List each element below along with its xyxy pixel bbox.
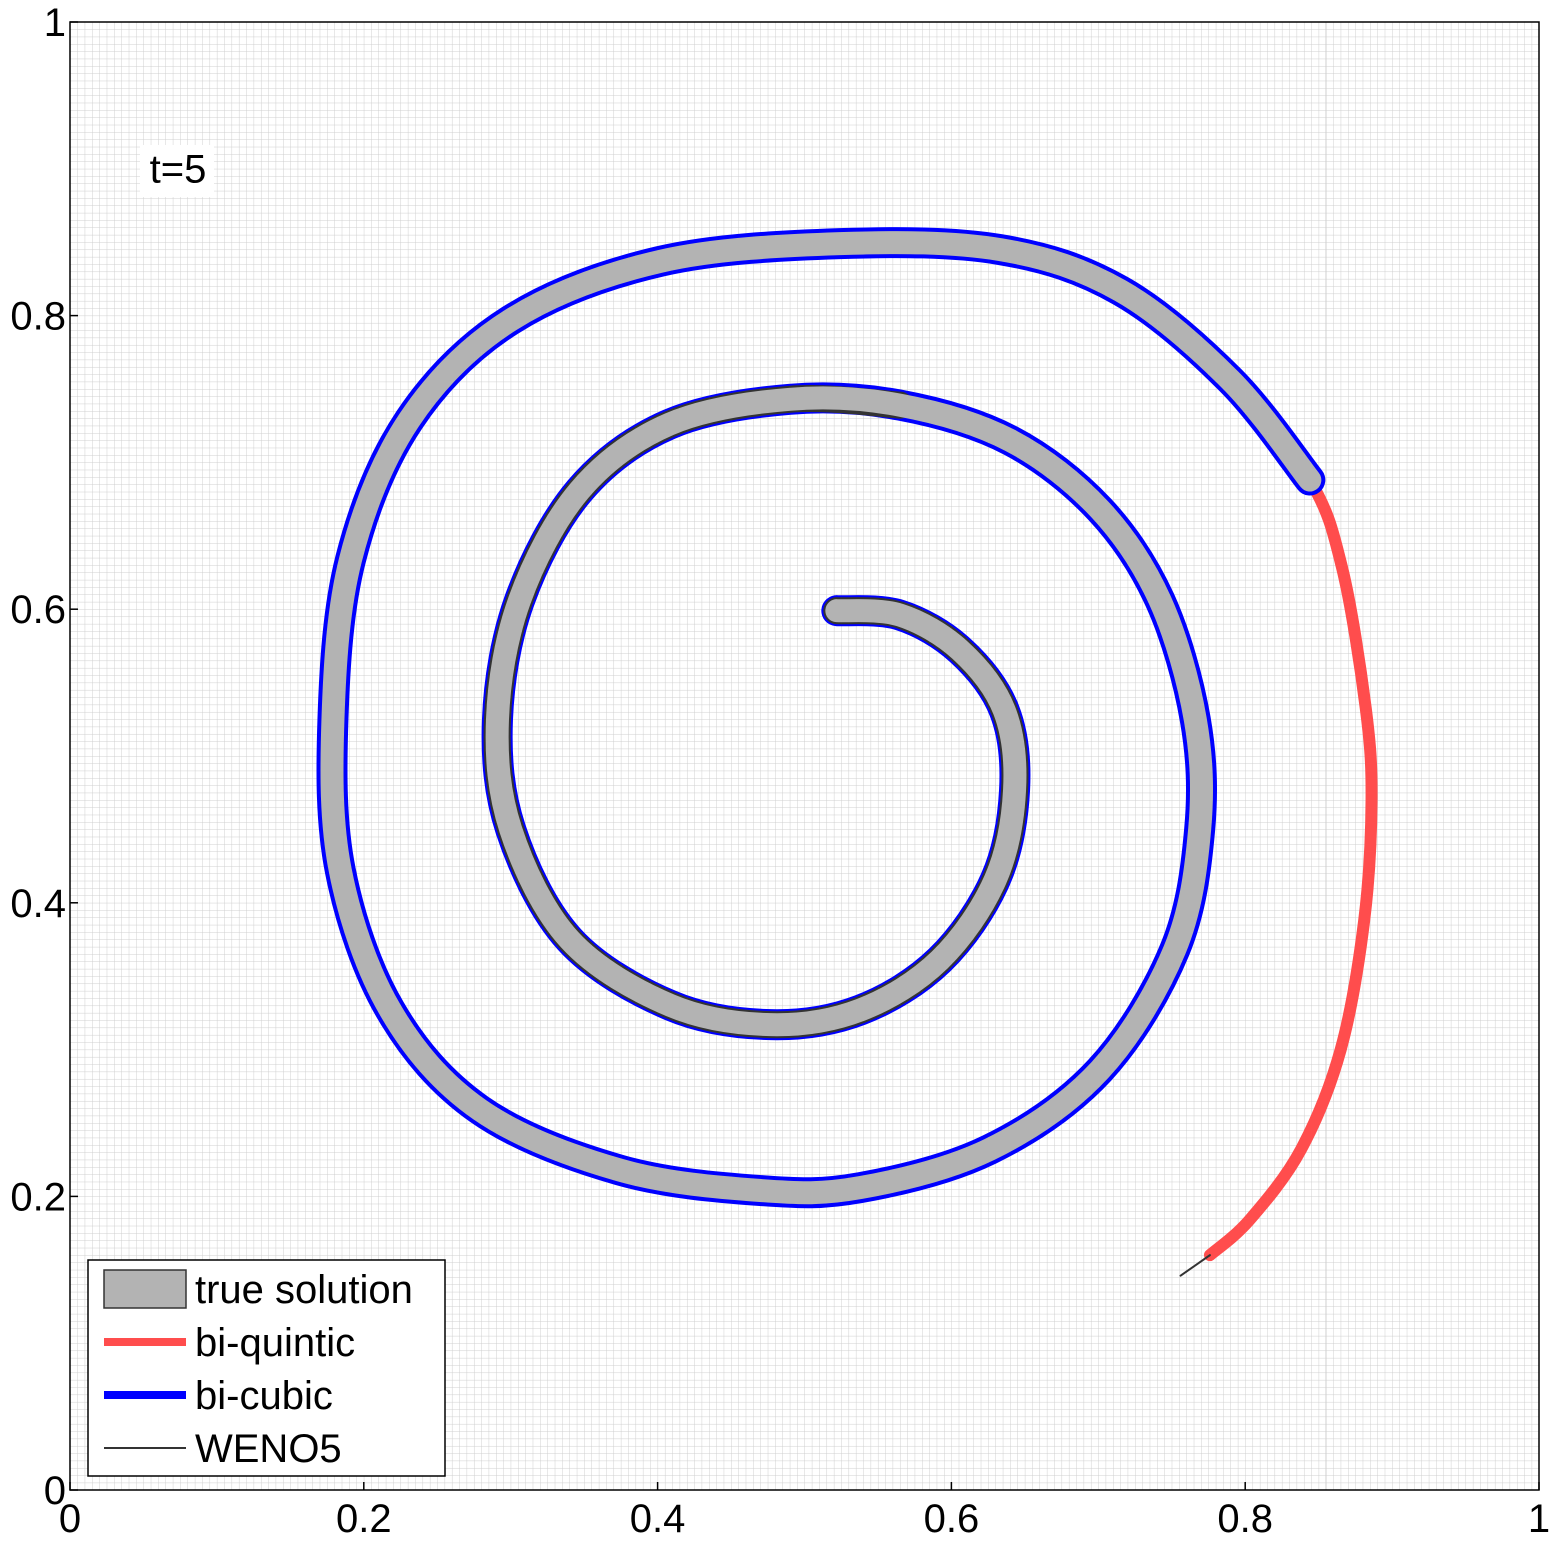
y-tick-label: 0 [44, 1469, 66, 1513]
x-tick-label: 0.4 [630, 1497, 686, 1541]
y-tick-label: 0.6 [10, 588, 66, 632]
legend-label: bi-quintic [195, 1321, 355, 1365]
mesh [70, 22, 1539, 1490]
curves [316, 227, 1378, 1277]
series-line [1179, 1254, 1211, 1277]
annotation-box [140, 145, 214, 197]
legend: true solution bi-quintic bi-cubic WENO5 [87, 1259, 446, 1477]
legend-label: bi-cubic [195, 1374, 333, 1418]
legend-swatch [103, 1269, 187, 1309]
x-tick-label: 0.2 [336, 1497, 392, 1541]
x-tick-label: 0 [59, 1497, 81, 1541]
legend-label: WENO5 [195, 1427, 342, 1471]
y-tick-label: 0.8 [10, 295, 66, 339]
series-line [320, 231, 1322, 1205]
plot-frame [69, 21, 1540, 1491]
y-tick-label: 0.4 [10, 882, 66, 926]
annotation: t=5 [150, 148, 207, 192]
x-tick-label: 0.6 [924, 1497, 980, 1541]
y-tick-label: 0.2 [10, 1175, 66, 1219]
y-tick-label: 1 [44, 1, 66, 45]
x-tick-label: 1 [1528, 1497, 1549, 1541]
legend-label: true solution [195, 1268, 413, 1312]
x-tick-label: 0.8 [1217, 1497, 1273, 1541]
